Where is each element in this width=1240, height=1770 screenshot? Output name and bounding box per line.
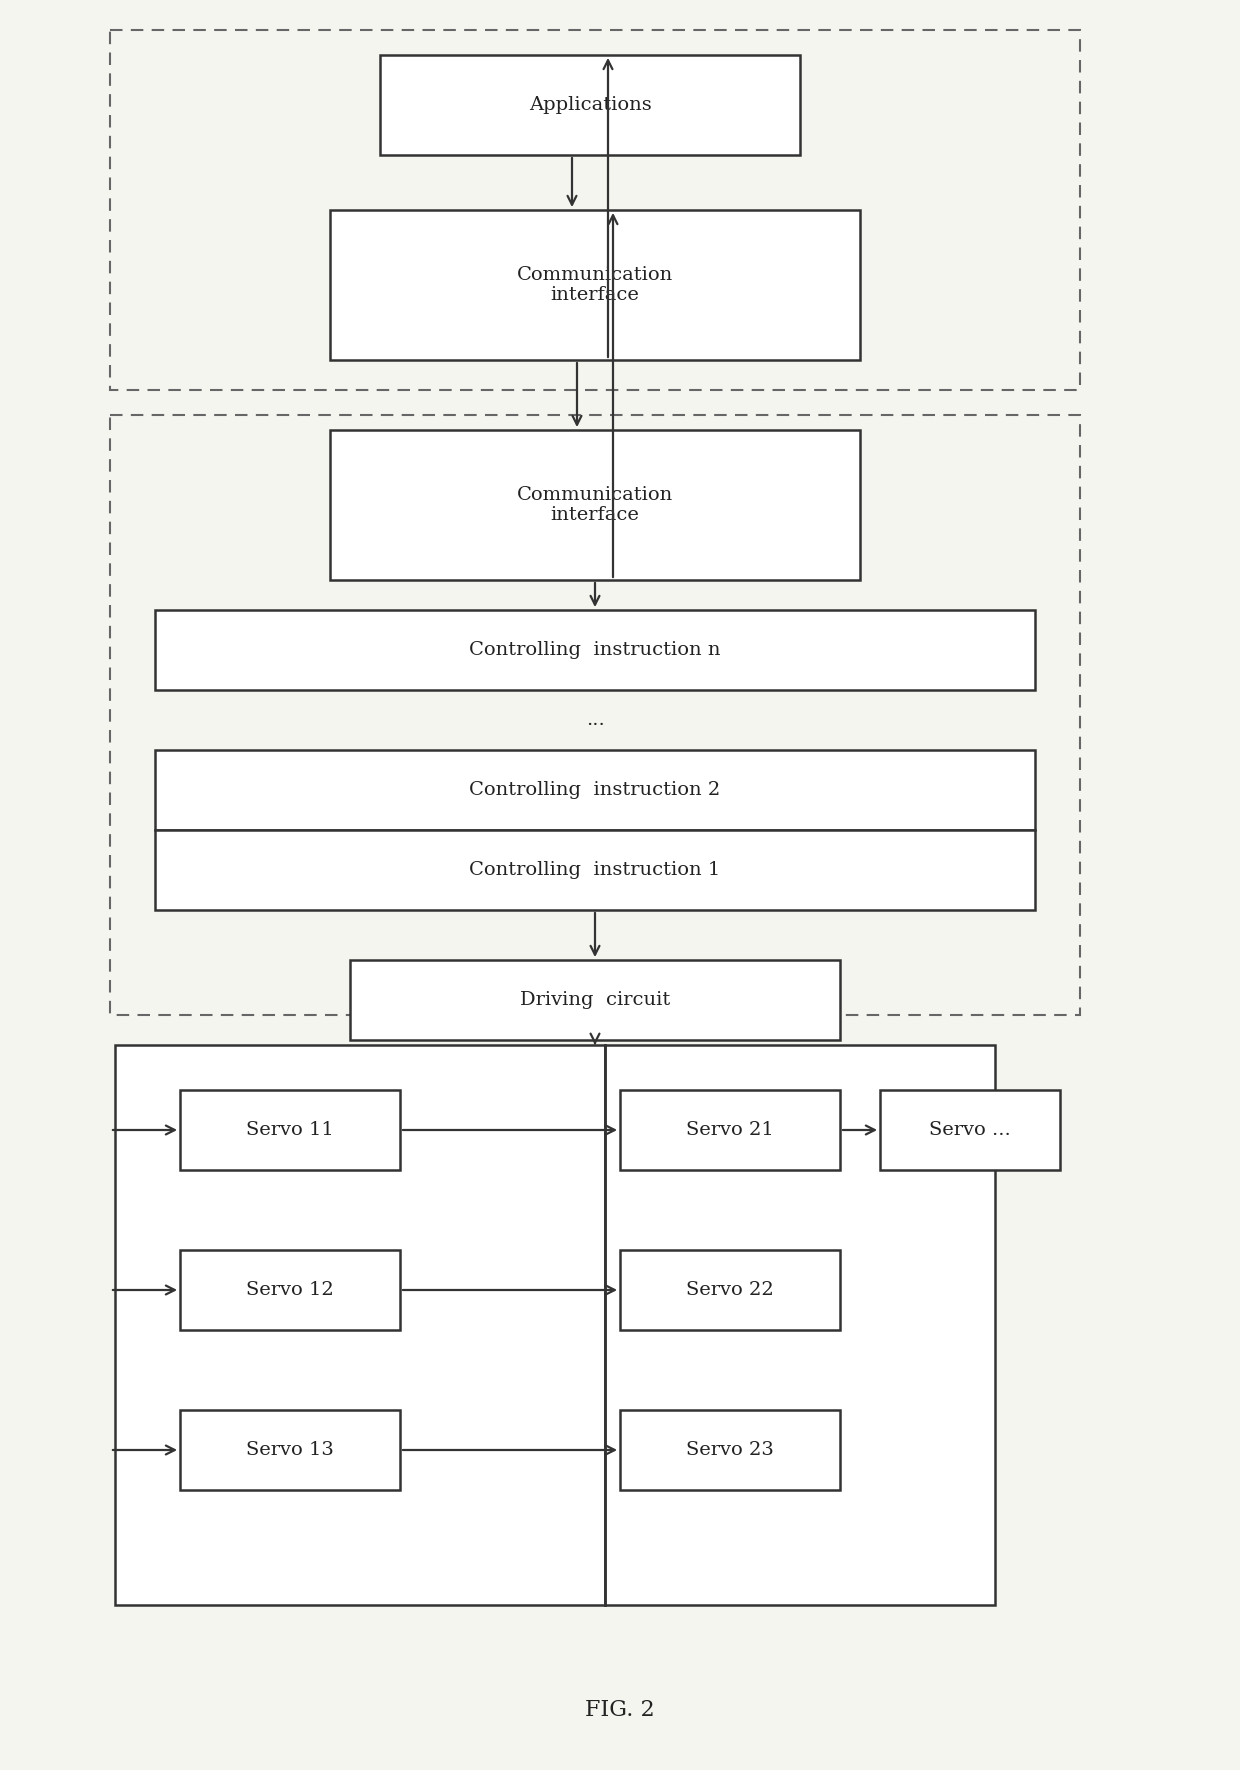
Text: Communication
interface: Communication interface	[517, 266, 673, 304]
Bar	[180, 1411, 401, 1490]
Bar	[620, 1411, 839, 1490]
Text: Controlling  instruction 2: Controlling instruction 2	[470, 781, 720, 798]
Text: FIG. 2: FIG. 2	[585, 1699, 655, 1720]
Bar	[330, 430, 861, 581]
Text: Servo 23: Servo 23	[686, 1441, 774, 1458]
Text: Servo ...: Servo ...	[929, 1120, 1011, 1140]
Bar	[620, 1250, 839, 1329]
Text: Servo 11: Servo 11	[246, 1120, 334, 1140]
Bar	[379, 55, 800, 156]
Bar	[180, 1090, 401, 1170]
Text: Servo 12: Servo 12	[246, 1281, 334, 1299]
Text: Driving  circuit: Driving circuit	[520, 991, 670, 1009]
Bar	[110, 30, 1080, 389]
Bar	[155, 611, 1035, 690]
Bar	[110, 414, 1080, 1014]
Bar	[880, 1090, 1060, 1170]
Text: ...: ...	[585, 712, 604, 729]
Text: Servo 13: Servo 13	[246, 1441, 334, 1458]
Bar	[350, 959, 839, 1041]
Bar	[620, 1090, 839, 1170]
Text: Servo 22: Servo 22	[686, 1281, 774, 1299]
Text: Controlling  instruction n: Controlling instruction n	[469, 641, 720, 658]
Bar	[155, 830, 1035, 910]
Bar	[330, 211, 861, 359]
Text: Applications: Applications	[528, 96, 651, 113]
Bar	[155, 750, 1035, 830]
Bar	[180, 1250, 401, 1329]
Text: Controlling  instruction 1: Controlling instruction 1	[470, 860, 720, 880]
Text: Communication
interface: Communication interface	[517, 485, 673, 524]
Bar	[115, 1044, 605, 1605]
Text: Servo 21: Servo 21	[686, 1120, 774, 1140]
Bar	[605, 1044, 994, 1605]
